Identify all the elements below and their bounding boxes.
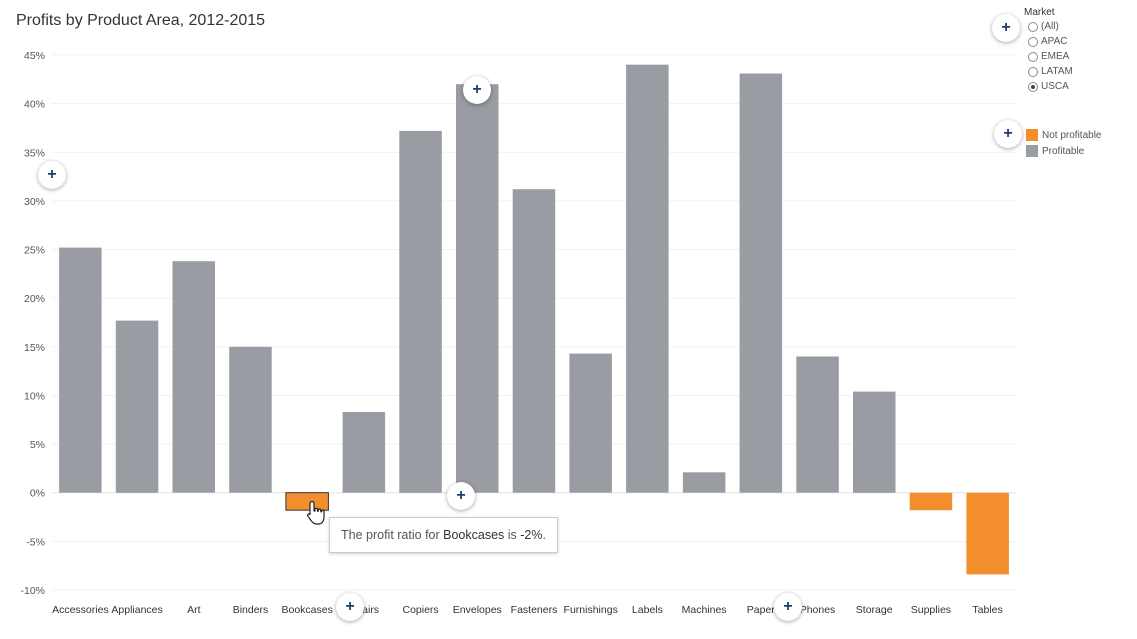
y-axis-ticks: 45% 40% 35% 30% 25% 20% 15% 10% 5% 0% -5% -10% xyxy=(20,50,45,597)
x-tick-label: Accessories xyxy=(52,604,109,616)
add-annotation-button-middle[interactable]: + xyxy=(447,482,475,510)
chart-title: Profits by Product Area, 2012-2015 xyxy=(16,12,266,29)
legend-label: Profitable xyxy=(1042,145,1085,157)
bar-bookcases[interactable] xyxy=(285,492,329,511)
y-tick-label: 0% xyxy=(30,488,45,500)
bar-copiers[interactable] xyxy=(399,130,442,493)
bar-fasteners[interactable] xyxy=(512,189,556,493)
market-option[interactable]: LATAM xyxy=(1024,64,1073,79)
tooltip-value: -2% xyxy=(520,528,543,542)
y-tick-label: 45% xyxy=(24,50,45,62)
tooltip-middle: is xyxy=(504,528,521,542)
bar-chairs[interactable] xyxy=(342,412,386,493)
y-tick-label: 10% xyxy=(24,390,45,402)
add-filter-button[interactable]: + xyxy=(992,14,1020,42)
y-tick-label: -5% xyxy=(26,536,45,548)
market-option[interactable]: EMEA xyxy=(1024,49,1073,64)
x-tick-label: Envelopes xyxy=(453,604,502,616)
y-tick-label: 25% xyxy=(24,245,45,257)
bar-tables[interactable] xyxy=(966,492,1009,575)
bar-paper[interactable] xyxy=(739,73,783,493)
tooltip-prefix: The profit ratio for xyxy=(341,528,444,542)
x-tick-label: Appliances xyxy=(111,604,162,616)
market-option-label: APAC xyxy=(1041,36,1068,47)
y-tick-label: 20% xyxy=(24,293,45,305)
radio-button-icon[interactable] xyxy=(1028,36,1038,47)
x-tick-label: Supplies xyxy=(911,604,951,616)
legend-swatch xyxy=(1026,129,1038,141)
x-tick-label: Copiers xyxy=(403,604,439,616)
x-tick-label: Tables xyxy=(972,604,1002,616)
y-tick-label: 35% xyxy=(24,147,45,159)
market-option-label: LATAM xyxy=(1041,66,1073,77)
x-tick-label: Bookcases xyxy=(282,604,333,616)
y-tick-label: 5% xyxy=(30,439,45,451)
y-tick-label: 15% xyxy=(24,342,45,354)
add-annotation-button-left[interactable]: + xyxy=(38,161,66,189)
radio-button-icon[interactable] xyxy=(1028,51,1038,62)
market-filter-title: Market xyxy=(1024,7,1055,18)
market-option-label: (All) xyxy=(1041,21,1059,32)
x-tick-label: Phones xyxy=(800,604,836,616)
bars xyxy=(59,64,1009,575)
market-filter: Market (All) APAC EMEA LATAM USCA xyxy=(1024,7,1073,94)
bar-accessories[interactable] xyxy=(59,247,102,493)
bar-appliances[interactable] xyxy=(115,320,159,493)
bar-binders[interactable] xyxy=(229,346,272,493)
add-annotation-button-bottom-right[interactable]: + xyxy=(774,593,802,621)
add-legend-button[interactable]: + xyxy=(994,120,1022,148)
bar-envelopes[interactable] xyxy=(456,84,499,493)
hand-pointer-icon xyxy=(307,500,325,525)
legend-item[interactable]: Not profitable xyxy=(1026,127,1101,143)
bar-phones[interactable] xyxy=(796,356,839,493)
x-tick-label: Art xyxy=(187,604,201,616)
radio-button-icon[interactable] xyxy=(1028,66,1038,77)
x-tick-label: Paper xyxy=(747,604,776,616)
legend-item[interactable]: Profitable xyxy=(1026,143,1101,159)
y-tick-label: 40% xyxy=(24,99,45,111)
market-option[interactable]: USCA xyxy=(1024,79,1073,94)
market-option[interactable]: APAC xyxy=(1024,34,1073,49)
x-tick-label: Labels xyxy=(632,604,663,616)
bar-machines[interactable] xyxy=(682,472,726,493)
x-tick-label: Furnishings xyxy=(564,604,618,616)
add-annotation-button-bottom-left[interactable]: + xyxy=(336,593,364,621)
bar-art[interactable] xyxy=(172,261,216,493)
bar-storage[interactable] xyxy=(853,391,896,493)
radio-button-icon[interactable] xyxy=(1028,21,1038,32)
add-annotation-button-top[interactable]: + xyxy=(463,76,491,104)
tooltip-category: Bookcases xyxy=(443,528,505,542)
bar-supplies[interactable] xyxy=(909,492,953,511)
color-legend: Not profitable Profitable xyxy=(1026,127,1101,159)
bar-furnishings[interactable] xyxy=(569,353,612,493)
x-tick-label: Fasteners xyxy=(511,604,558,616)
market-option-label: USCA xyxy=(1041,81,1069,92)
legend-swatch xyxy=(1026,145,1038,157)
tooltip-suffix: . xyxy=(542,528,546,542)
bar-tooltip: The profit ratio for Bookcases is -2%. xyxy=(329,517,558,553)
bar-labels[interactable] xyxy=(626,64,669,493)
radio-button-icon[interactable] xyxy=(1028,81,1038,92)
x-tick-label: Machines xyxy=(682,604,727,616)
x-tick-label: Storage xyxy=(856,604,893,616)
legend-label: Not profitable xyxy=(1042,129,1102,141)
market-option[interactable]: (All) xyxy=(1024,19,1073,34)
x-tick-label: Binders xyxy=(233,604,269,616)
y-tick-label: 30% xyxy=(24,196,45,208)
x-axis-ticks: Accessories Appliances Art Binders Bookcases… xyxy=(52,604,1003,616)
market-option-label: EMEA xyxy=(1041,51,1070,62)
y-tick-label: -10% xyxy=(20,585,45,597)
